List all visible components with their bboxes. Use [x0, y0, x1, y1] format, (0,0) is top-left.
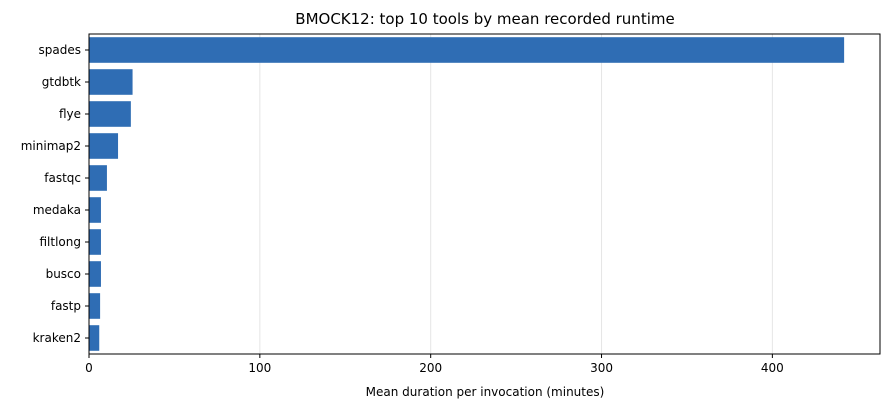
plot-frame	[88, 33, 881, 355]
bar-busco	[89, 261, 101, 287]
bar-minimap2	[89, 133, 119, 159]
x-tick-label: 400	[761, 361, 784, 375]
y-tick-label-flye: flye	[59, 107, 81, 121]
bar-fastqc	[89, 165, 107, 191]
y-tick-label-kraken2: kraken2	[33, 331, 81, 345]
bar-flye	[89, 101, 131, 127]
y-tick-label-gtdbtk: gtdbtk	[42, 75, 81, 89]
y-axis: spades gtdbtk flye minimap2 fastqc medaka filt…	[21, 43, 89, 345]
y-tick-label-minimap2: minimap2	[21, 139, 81, 153]
x-axis-label: Mean duration per invocation (minutes)	[366, 385, 605, 399]
bar-kraken2	[89, 325, 100, 351]
bar-fastp	[89, 293, 101, 319]
grid	[88, 34, 773, 354]
x-tick-label: 0	[85, 361, 93, 375]
x-axis: 0 100 200 300 400	[85, 354, 784, 375]
bar-gtdbtk	[89, 69, 133, 95]
x-tick-label: 100	[248, 361, 271, 375]
bar-filtlong	[89, 229, 101, 255]
bar-medaka	[89, 197, 101, 223]
y-tick-label-medaka: medaka	[33, 203, 81, 217]
y-tick-label-filtlong: filtlong	[40, 235, 82, 249]
y-tick-label-fastp: fastp	[51, 299, 81, 313]
chart-title: BMOCK12: top 10 tools by mean recorded r…	[295, 10, 674, 28]
x-tick-label: 200	[419, 361, 442, 375]
y-tick-label-spades: spades	[39, 43, 81, 57]
bars	[89, 37, 845, 351]
y-tick-label-fastqc: fastqc	[44, 171, 81, 185]
x-tick-label: 300	[590, 361, 613, 375]
y-tick-label-busco: busco	[46, 267, 81, 281]
bar-spades	[89, 37, 845, 63]
